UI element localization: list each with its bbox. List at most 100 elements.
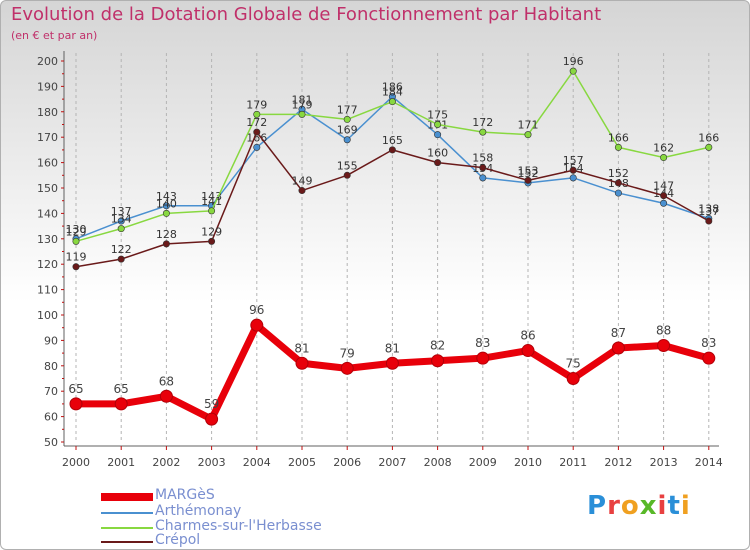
data-label: 186 xyxy=(382,81,403,94)
data-point xyxy=(117,225,125,233)
data-point xyxy=(298,110,306,118)
legend-swatch-marges xyxy=(101,493,153,501)
data-label: 175 xyxy=(427,109,448,122)
data-point xyxy=(702,351,716,365)
data-label: 129 xyxy=(66,225,87,238)
data-point xyxy=(569,174,577,182)
data-label: 86 xyxy=(520,329,535,343)
brand-letter: P xyxy=(587,491,608,521)
data-point xyxy=(340,361,354,375)
data-point xyxy=(434,159,442,167)
brand-letter: o xyxy=(620,491,640,521)
legend-swatch-arthemonay xyxy=(101,512,153,514)
data-label: 184 xyxy=(382,86,403,99)
data-point xyxy=(162,209,170,217)
data-label: 155 xyxy=(337,159,358,172)
y-tick-label: 140 xyxy=(37,207,58,220)
x-tick-label: 2012 xyxy=(604,456,632,469)
y-tick-label: 160 xyxy=(37,157,58,170)
x-tick-label: 2008 xyxy=(424,456,452,469)
data-point xyxy=(295,356,309,370)
data-point xyxy=(385,356,399,370)
data-point xyxy=(479,164,487,172)
data-point xyxy=(253,128,261,136)
y-tick-label: 70 xyxy=(44,385,58,398)
brand-letter: i xyxy=(657,491,668,521)
data-point xyxy=(705,143,713,151)
y-tick-label: 110 xyxy=(37,284,58,297)
data-label: 165 xyxy=(382,134,403,147)
data-label: 81 xyxy=(294,341,309,355)
x-tick-label: 2000 xyxy=(62,456,90,469)
data-point xyxy=(476,351,490,365)
data-label: 59 xyxy=(204,397,219,411)
y-tick-label: 180 xyxy=(37,106,58,119)
y-tick-label: 60 xyxy=(44,411,58,424)
data-point xyxy=(72,263,80,271)
legend-label-marges: MARGèS xyxy=(155,487,215,503)
data-label: 65 xyxy=(68,382,83,396)
x-tick-label: 2003 xyxy=(198,456,226,469)
data-point xyxy=(479,128,487,136)
x-tick-label: 2010 xyxy=(514,456,542,469)
data-label: 87 xyxy=(611,326,626,340)
y-tick-label: 100 xyxy=(37,309,58,322)
data-label: 177 xyxy=(337,103,358,116)
x-tick-label: 2011 xyxy=(559,456,587,469)
x-tick-label: 2002 xyxy=(152,456,180,469)
data-label: 137 xyxy=(698,205,719,218)
data-point xyxy=(162,202,170,210)
data-point xyxy=(388,146,396,154)
x-tick-label: 2005 xyxy=(288,456,316,469)
data-point xyxy=(298,187,306,195)
x-tick-label: 2013 xyxy=(650,456,678,469)
data-label: 75 xyxy=(566,357,581,371)
data-point xyxy=(208,237,216,245)
data-label: 172 xyxy=(472,116,493,129)
brand-letter: i xyxy=(680,491,691,521)
data-point xyxy=(159,389,173,403)
data-label: 81 xyxy=(385,341,400,355)
y-tick-label: 130 xyxy=(37,233,58,246)
data-point xyxy=(611,341,625,355)
data-label: 88 xyxy=(656,323,671,337)
data-point xyxy=(524,131,532,139)
data-label: 83 xyxy=(701,336,716,350)
x-tick-label: 2007 xyxy=(378,456,406,469)
data-point xyxy=(705,217,713,225)
y-tick-label: 200 xyxy=(37,55,58,68)
data-label: 83 xyxy=(475,336,490,350)
data-point xyxy=(566,372,580,385)
data-point xyxy=(524,176,532,184)
legend-swatch-charmes xyxy=(101,527,153,529)
data-label: 138 xyxy=(698,202,719,215)
y-tick-label: 50 xyxy=(44,436,58,449)
data-label: 68 xyxy=(159,374,174,388)
data-label: 152 xyxy=(608,167,629,180)
data-point xyxy=(343,171,351,179)
data-point xyxy=(614,143,622,151)
data-point xyxy=(434,121,442,129)
data-point xyxy=(253,143,261,151)
data-label: 166 xyxy=(608,131,629,144)
data-label: 158 xyxy=(472,152,493,165)
data-label: 181 xyxy=(292,93,313,106)
brand-letter: t xyxy=(667,491,681,521)
data-point xyxy=(569,166,577,174)
data-label: 171 xyxy=(518,119,539,132)
data-point xyxy=(117,255,125,263)
x-tick-label: 2014 xyxy=(695,456,723,469)
data-point xyxy=(72,237,80,245)
chart-title: Evolution de la Dotation Globale de Fonc… xyxy=(11,4,602,25)
data-label: 172 xyxy=(246,116,267,129)
data-point xyxy=(569,67,577,75)
x-tick-label: 2004 xyxy=(243,456,271,469)
data-label: 128 xyxy=(156,228,177,241)
legend-label-crepol: Crépol xyxy=(155,532,201,548)
data-point xyxy=(660,192,668,200)
y-tick-label: 190 xyxy=(37,80,58,93)
data-point xyxy=(250,318,264,332)
y-tick-label: 170 xyxy=(37,131,58,144)
data-label: 65 xyxy=(114,382,129,396)
